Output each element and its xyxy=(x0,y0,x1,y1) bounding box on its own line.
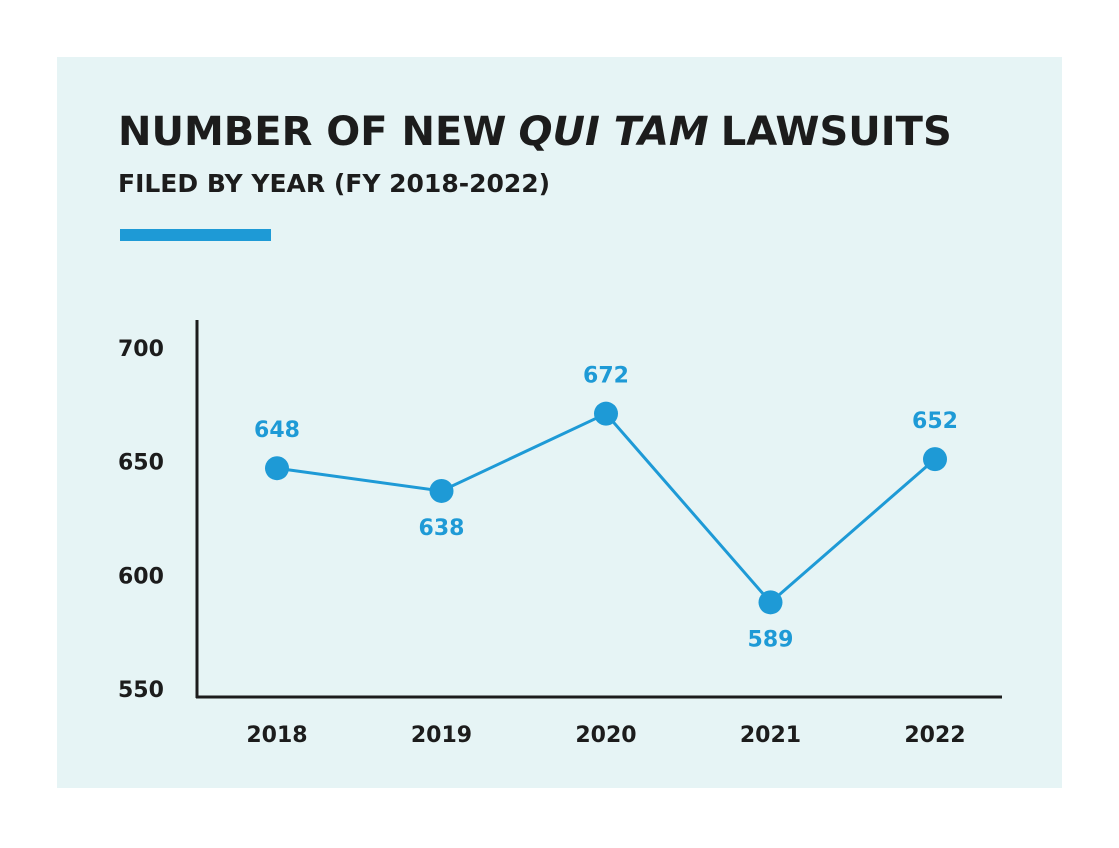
y-tick-label: 700 xyxy=(118,337,164,362)
data-point xyxy=(429,478,454,503)
data-label: 589 xyxy=(748,627,794,652)
chart-subtitle: FILED BY YEAR (FY 2018-2022) xyxy=(118,169,550,198)
data-point xyxy=(758,590,783,615)
x-tick-label: 2022 xyxy=(904,723,965,748)
data-point xyxy=(594,401,618,426)
data-label: 638 xyxy=(419,516,465,541)
x-tick-label: 2020 xyxy=(575,723,636,748)
data-label: 652 xyxy=(912,409,958,434)
data-label: 648 xyxy=(254,418,300,443)
x-tick-label: 2021 xyxy=(740,723,801,748)
x-tick-label: 2019 xyxy=(411,723,472,748)
y-tick-label: 550 xyxy=(118,678,164,703)
y-tick-label: 600 xyxy=(118,564,164,589)
x-tick-label: 2018 xyxy=(246,723,307,748)
title-part: QUI TAM xyxy=(518,109,708,155)
title-part: LAWSUITS xyxy=(721,109,952,155)
data-point xyxy=(923,447,947,472)
y-tick-label: 650 xyxy=(118,451,164,476)
accent-bar xyxy=(120,229,271,241)
chart-title: NUMBER OF NEW QUI TAM LAWSUITS xyxy=(118,109,952,155)
data-label: 672 xyxy=(583,364,629,389)
data-point xyxy=(265,456,289,481)
panel xyxy=(57,57,1062,788)
title-part: NUMBER OF NEW xyxy=(118,109,506,155)
